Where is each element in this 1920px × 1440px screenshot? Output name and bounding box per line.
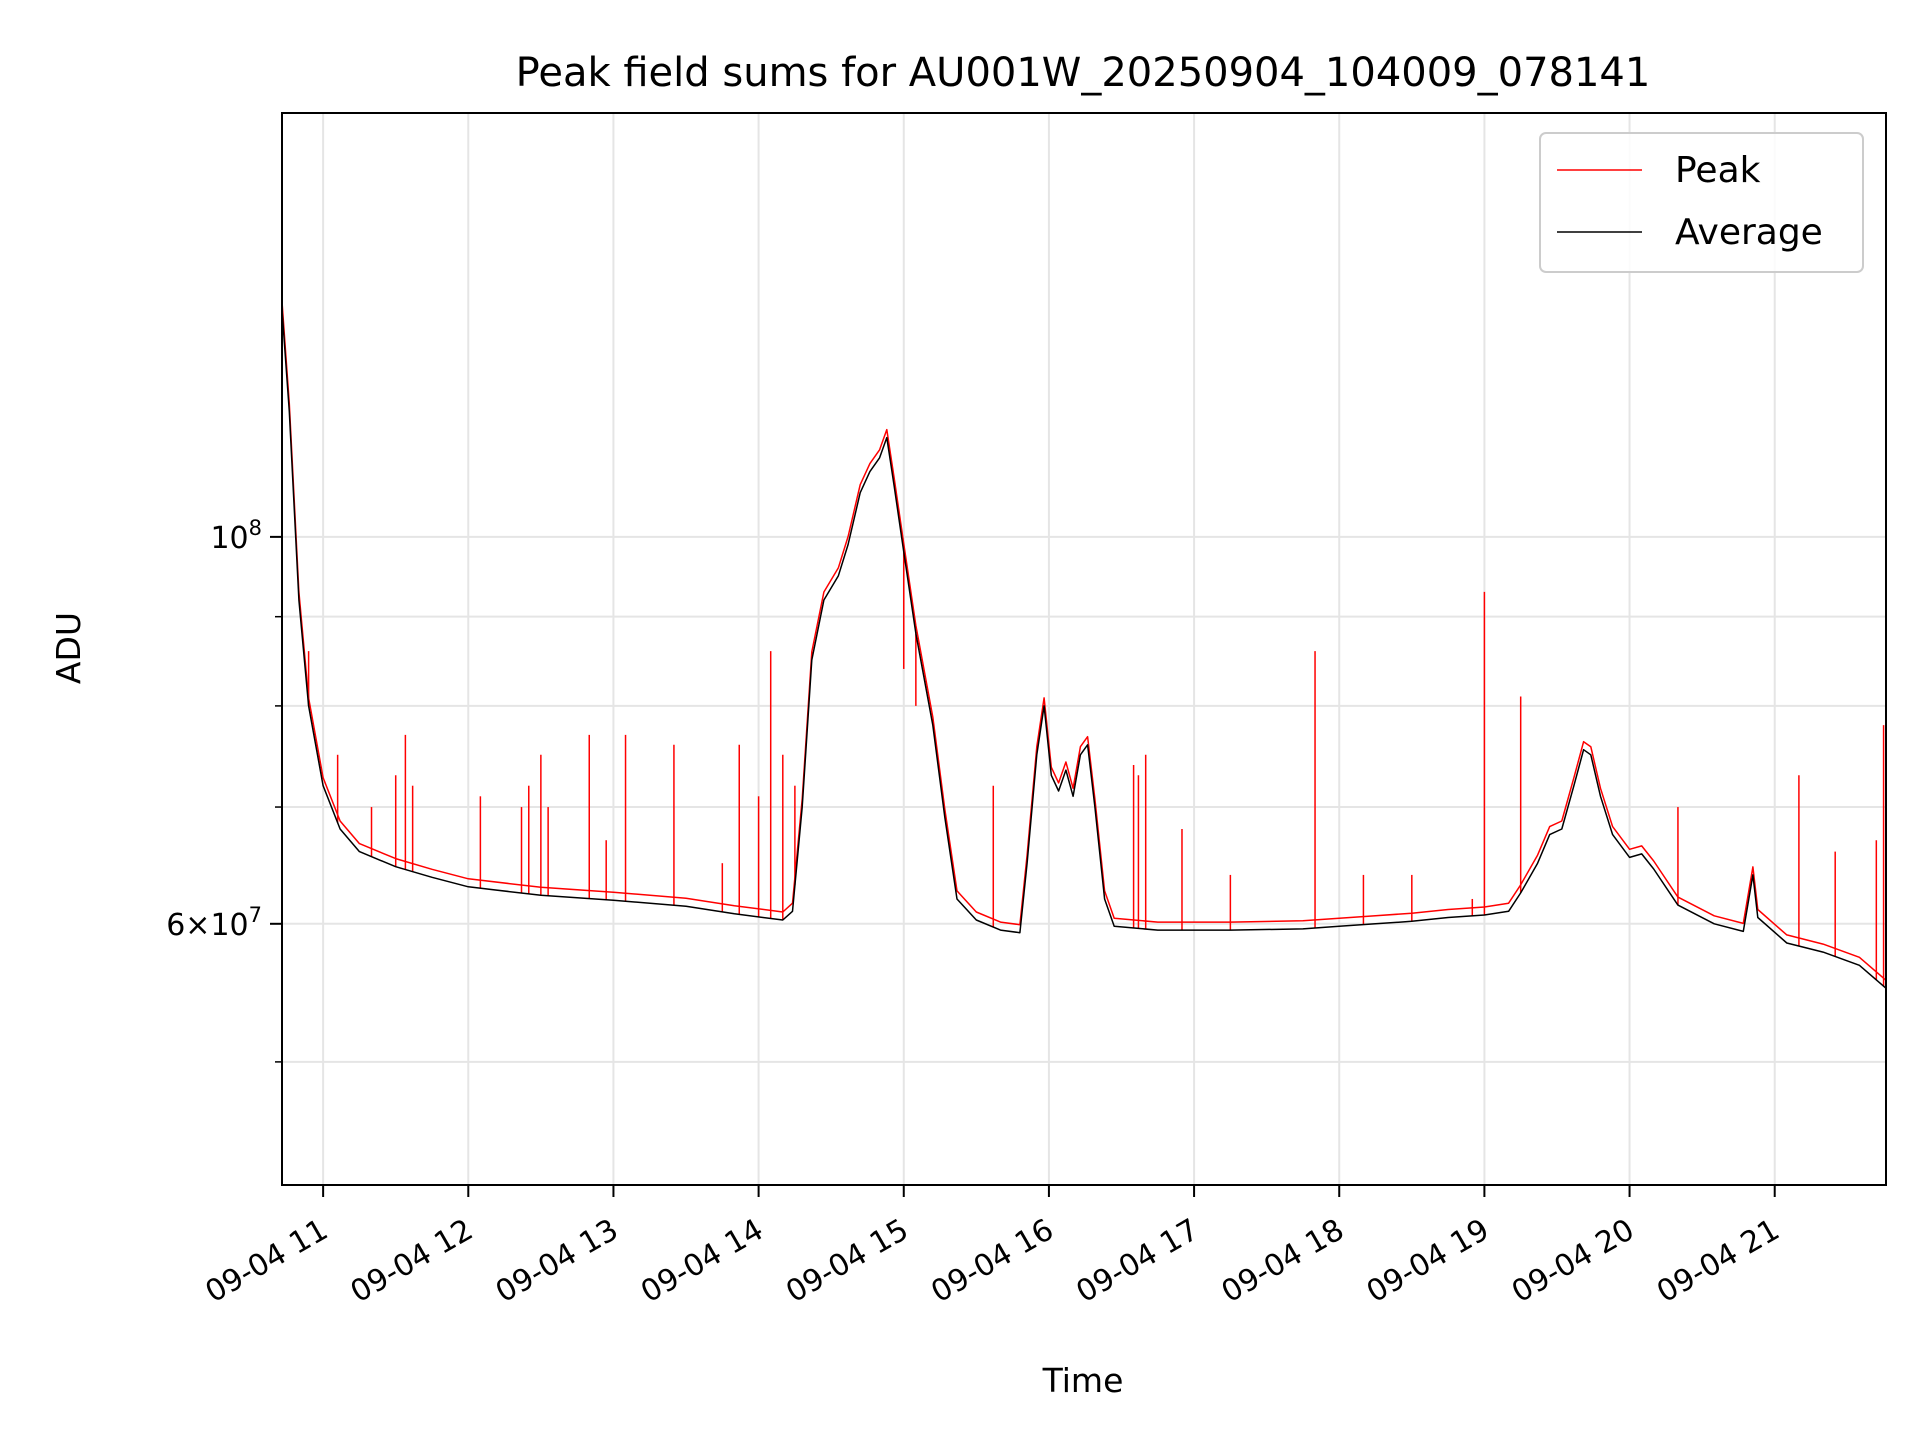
legend-box — [1539, 132, 1864, 273]
y-tick-label: 108 — [210, 516, 262, 556]
legend-label-peak: Peak — [1675, 150, 1761, 191]
legend-label-average: Average — [1675, 212, 1823, 253]
chart-title: Peak field sums for AU001W_20250904_1040… — [516, 50, 1651, 96]
y-tick-label: 6×107 — [166, 903, 262, 943]
grid — [282, 113, 1886, 1185]
y-axis-label: ADU — [49, 612, 88, 684]
y-axis-ticks: 108 6×107 — [166, 516, 282, 1063]
series-line-average — [282, 309, 1886, 990]
x-axis-label: Time — [1042, 1361, 1124, 1400]
plot-series — [282, 301, 1886, 990]
plot-frame — [281, 112, 1887, 1186]
legend: Peak Average — [1539, 132, 1864, 273]
